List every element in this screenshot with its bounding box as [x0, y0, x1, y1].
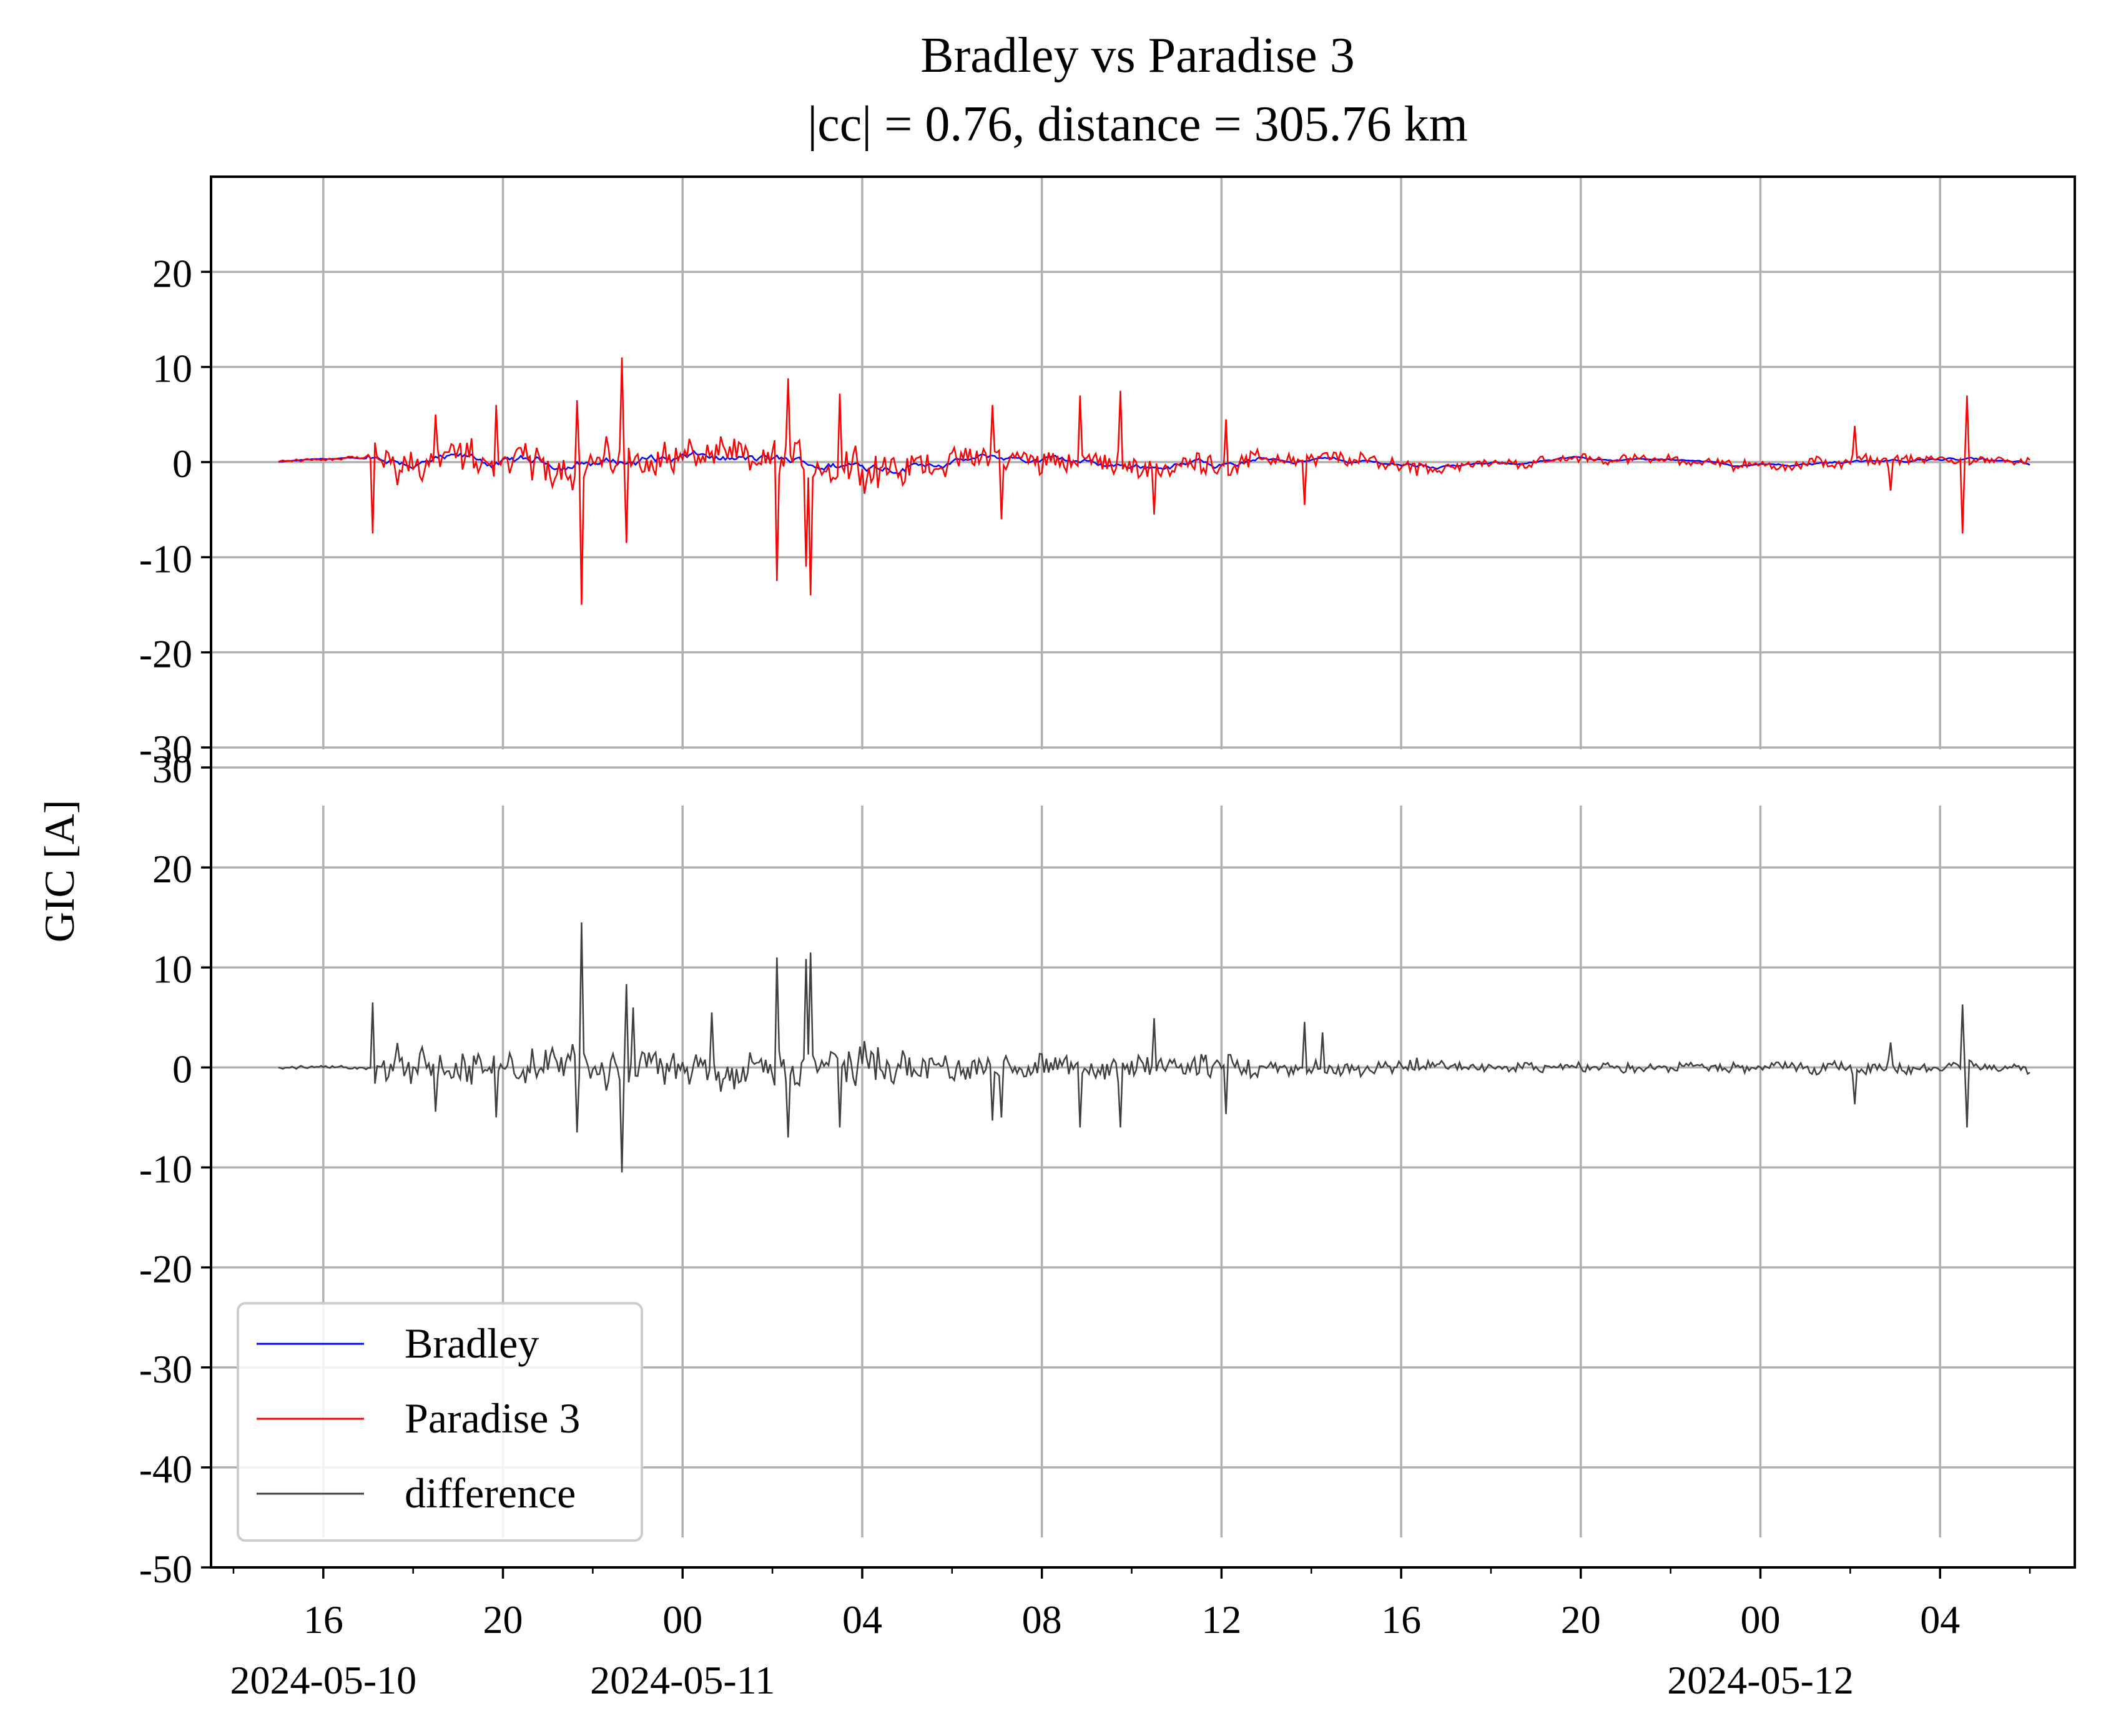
y-tick-label: -10 [139, 1147, 192, 1191]
chart-subtitle: |cc| = 0.76, distance = 305.76 km [807, 97, 1468, 152]
y-tick-label: 30 [152, 747, 192, 791]
legend: Bradley Paradise 3 difference [237, 1302, 643, 1542]
bottom-panel: -50 -40 -30 -20 -10 0 10 20 30 [139, 747, 2075, 1591]
x-tick-label: 08 [1022, 1597, 1062, 1642]
x-tick-label: 12 [1201, 1597, 1241, 1642]
x-tick-label: 04 [1920, 1597, 1960, 1642]
bottom-series [278, 922, 2030, 1173]
legend-label-difference: difference [405, 1469, 576, 1517]
y-tick-label: 20 [152, 847, 192, 891]
y-axis-label: GIC [A] [36, 800, 83, 943]
y-tick-label: 0 [172, 1047, 192, 1091]
plot-frame [210, 175, 2076, 1569]
top-series [278, 357, 2030, 605]
x-tick-label: 20 [483, 1597, 523, 1642]
x-tick-label: 04 [842, 1597, 882, 1642]
y-tick-label: 10 [152, 347, 192, 391]
y-tick-label: -20 [139, 1247, 192, 1291]
y-tick-label: 10 [152, 947, 192, 991]
y-tick-label: -10 [139, 536, 192, 581]
x-tick-label: 16 [1381, 1597, 1421, 1642]
series-line-difference [278, 922, 2030, 1173]
x-tick-label: 00 [1741, 1597, 1781, 1642]
top-y-ticks: -30 -20 -10 0 10 20 [139, 251, 211, 771]
x-tick-label: 00 [662, 1597, 702, 1642]
y-tick-label: 0 [172, 441, 192, 486]
series-line-paradise-3 [278, 357, 2030, 605]
y-tick-label: -40 [139, 1447, 192, 1491]
top-panel: -30 -20 -10 0 10 20 [139, 177, 2075, 771]
y-tick-label: 20 [152, 251, 192, 295]
chart-title: Bradley vs Paradise 3 [920, 28, 1354, 83]
x-date-label: 2024-05-11 [590, 1658, 775, 1702]
y-tick-label: -30 [139, 1347, 192, 1391]
bottom-y-ticks: -50 -40 -30 -20 -10 0 10 20 30 [139, 747, 211, 1591]
x-tick-label: 16 [303, 1597, 343, 1642]
x-axis-ticks: 16 20 00 04 08 12 16 20 00 04 2024-05-10 2024-05-11… [230, 1567, 2031, 1702]
x-tick-label: 20 [1561, 1597, 1601, 1642]
y-tick-label: -50 [139, 1547, 192, 1591]
x-date-label: 2024-05-10 [230, 1658, 417, 1702]
x-date-label: 2024-05-12 [1667, 1658, 1854, 1702]
top-gridlines [211, 177, 2075, 749]
y-tick-label: -20 [139, 632, 192, 676]
legend-label-paradise3: Paradise 3 [405, 1394, 580, 1442]
series-line-bradley [278, 450, 2030, 475]
legend-label-bradley: Bradley [405, 1319, 539, 1367]
legend-box [237, 1302, 643, 1542]
y-tick-label: -30 [139, 727, 192, 771]
